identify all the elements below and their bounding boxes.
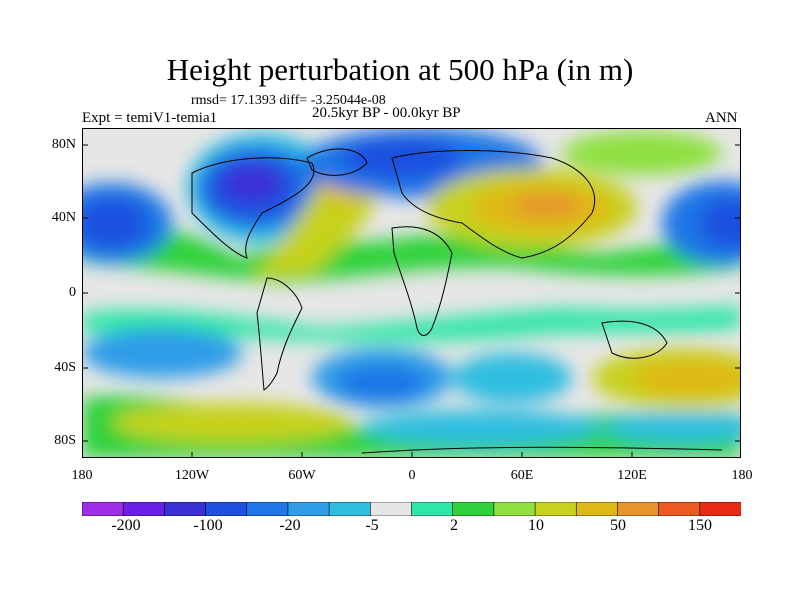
lon-label-60w: 60W xyxy=(288,468,316,483)
colorbar-cell xyxy=(328,502,371,516)
colorbar-cell xyxy=(534,502,577,516)
colorbar-cell xyxy=(575,502,619,516)
lon-label-180e: 180 xyxy=(731,468,753,483)
colorbar-label: -20 xyxy=(279,517,301,534)
colorbar-cell xyxy=(164,502,207,516)
colorbar-cell xyxy=(617,502,660,516)
lon-label-180w: 180 xyxy=(71,468,93,483)
plot-title: Height perturbation at 500 hPa (in m) xyxy=(166,52,634,87)
colorbar-label: -200 xyxy=(111,517,141,534)
colorbar-cell xyxy=(287,502,330,516)
colorbar-cell xyxy=(658,502,701,516)
colorbar-label: -5 xyxy=(365,517,379,534)
lat-label-80s: 80S xyxy=(54,433,76,448)
lon-label-0: 0 xyxy=(408,468,416,483)
contour-fields xyxy=(82,128,741,458)
lon-label-120e: 120E xyxy=(617,468,647,483)
lat-label-40n: 40N xyxy=(51,210,76,225)
lat-label-0: 0 xyxy=(69,285,76,300)
season-label: ANN xyxy=(705,110,738,126)
lon-label-60e: 60E xyxy=(510,468,534,483)
colorbar-label: 150 xyxy=(688,517,712,534)
height-perturbation-map xyxy=(82,128,741,458)
coastlines xyxy=(191,148,723,454)
colorbar xyxy=(82,502,741,516)
colorbar-cell xyxy=(452,502,495,516)
colorbar-cell xyxy=(411,502,454,516)
colorbar-cell xyxy=(699,502,741,516)
colorbar-cell xyxy=(82,502,124,516)
lat-label-40s: 40S xyxy=(54,360,76,375)
lat-label-80n: 80N xyxy=(51,137,76,152)
colorbar-cell xyxy=(205,502,248,516)
colorbar-cell xyxy=(493,502,536,516)
lon-label-120w: 120W xyxy=(174,468,210,483)
colorbar-label: 50 xyxy=(610,517,626,534)
colorbar-cell xyxy=(370,502,413,516)
colorbar-label: 2 xyxy=(450,517,458,534)
colorbar-cell xyxy=(246,502,289,516)
colorbar-cell xyxy=(122,502,165,516)
experiment-label: Expt = temiV1-temia1 xyxy=(82,110,218,126)
stats-line: rmsd= 17.1393 diff= -3.25044e-08 xyxy=(191,93,386,108)
colorbar-label: 10 xyxy=(528,517,544,534)
colorbar-label: -100 xyxy=(193,517,223,534)
map-ticks xyxy=(82,144,741,458)
period-label: 20.5kyr BP - 00.0kyr BP xyxy=(312,105,461,121)
